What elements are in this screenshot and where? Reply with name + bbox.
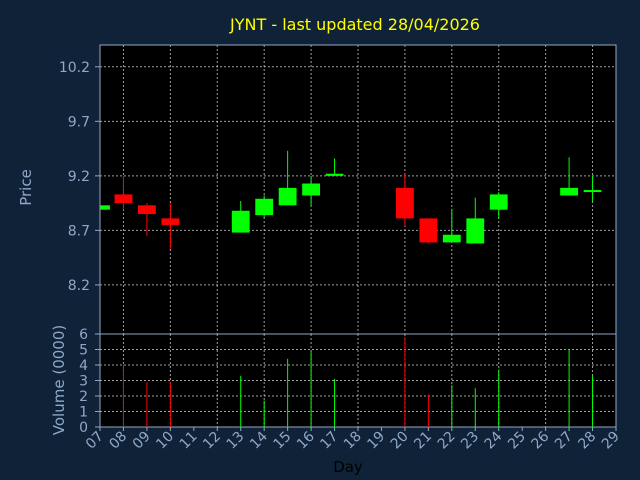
candle [560,157,579,196]
candle-body [137,205,156,215]
volume-tick-label: 5 [79,343,88,359]
candle-body [395,187,414,219]
price-tick-label: 8.2 [68,278,90,294]
candle [114,175,133,210]
candle-body [489,194,508,210]
candle-body [583,190,602,193]
candle [442,209,461,243]
candle-body [231,210,250,233]
candle-body [560,187,579,196]
candle-body [101,205,110,210]
candle-body [278,187,297,206]
candle-body [419,218,438,243]
chart-title: JYNT - last updated 28/04/2026 [229,15,480,34]
candle [583,175,602,203]
candle-body [161,218,180,225]
candle-body [325,173,344,176]
x-axis-title: Day [333,458,363,476]
price-tick-label: 9.2 [68,169,90,185]
candle [255,195,274,219]
candle [395,173,414,227]
candle [489,192,508,219]
price-panel: 8.2 8.7 9.2 9.7 10.2 Price [17,44,617,335]
price-axis-title: Price [17,169,35,206]
volume-tick-label: 2 [79,389,88,405]
volume-tick-label: 3 [79,374,88,390]
price-tick-label: 9.7 [68,114,90,130]
candle [100,205,110,210]
candle-body [302,183,321,196]
candle [161,203,180,249]
candle [302,175,321,207]
volume-tick-label: 4 [79,358,88,374]
candle-body [466,218,485,244]
price-tick-label: 8.7 [68,223,90,239]
candle [278,150,297,206]
candle [231,200,250,233]
volume-tick-label: 1 [79,405,88,421]
volume-tick-label: 0 [79,420,88,436]
volume-axis-title: Volume (0000) [50,325,68,435]
candle-body [442,234,461,243]
volume-tick-label: 6 [79,327,88,343]
price-tick-label: 10.2 [59,60,90,76]
candle [466,197,485,244]
candle [419,218,438,244]
candle-body [114,194,133,204]
candle [137,203,156,236]
candle [325,158,344,176]
candle-body [255,198,274,216]
